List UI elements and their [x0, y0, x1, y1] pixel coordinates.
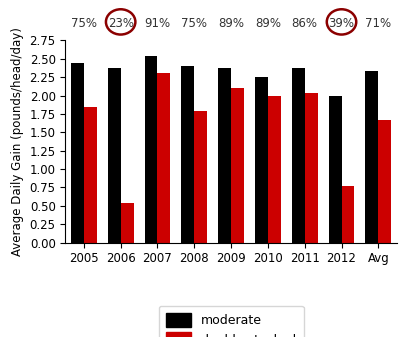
Text: 86%: 86%: [292, 17, 318, 30]
Bar: [71, 63, 84, 243]
Bar: [342, 186, 354, 243]
Bar: [121, 203, 133, 243]
Text: 23%: 23%: [108, 17, 134, 30]
Text: 75%: 75%: [181, 17, 207, 30]
Bar: [305, 93, 317, 243]
Bar: [218, 68, 231, 243]
Bar: [255, 77, 268, 243]
Text: 39%: 39%: [328, 17, 355, 30]
Text: 91%: 91%: [144, 17, 171, 30]
Text: 71%: 71%: [365, 17, 391, 30]
Bar: [366, 71, 378, 243]
Bar: [108, 68, 121, 243]
Bar: [231, 88, 244, 243]
Bar: [292, 68, 305, 243]
Bar: [182, 66, 194, 243]
Text: 89%: 89%: [255, 17, 281, 30]
Bar: [157, 73, 170, 243]
Y-axis label: Average Daily Gain (pounds/head/day): Average Daily Gain (pounds/head/day): [11, 27, 24, 256]
Bar: [268, 96, 281, 243]
Bar: [194, 111, 207, 243]
Bar: [378, 120, 391, 243]
Text: 89%: 89%: [218, 17, 244, 30]
Bar: [144, 56, 157, 243]
Legend: moderate, double stocked: moderate, double stocked: [159, 306, 303, 337]
Bar: [328, 96, 342, 243]
Bar: [84, 108, 97, 243]
Text: 75%: 75%: [71, 17, 97, 30]
